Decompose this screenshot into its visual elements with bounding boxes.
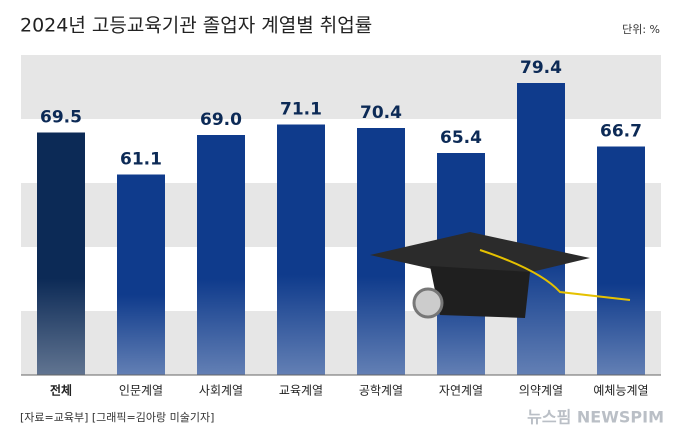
- x-tick-label: 자연계열: [439, 384, 483, 398]
- value-label: 71.1: [280, 100, 322, 120]
- cap-illustration: [370, 232, 631, 319]
- chart-title: 2024년 고등교육기관 졸업자 계열별 취업률: [20, 15, 372, 37]
- x-tick-label: 예체능계열: [593, 384, 648, 398]
- x-tick-label: 공학계열: [359, 384, 403, 398]
- bar-shade: [597, 146, 645, 375]
- x-tick-label: 의약계열: [519, 383, 563, 398]
- value-label: 79.4: [520, 58, 562, 78]
- bar-shade: [117, 174, 165, 375]
- bar-shade: [197, 135, 245, 375]
- unit-label: 단위: %: [622, 23, 660, 36]
- value-label: 65.4: [440, 128, 482, 148]
- bar-shade: [517, 83, 565, 375]
- value-label: 61.1: [120, 150, 162, 170]
- bar-shade: [277, 124, 325, 375]
- source: [자료=교육부] [그래픽=김아랑 미술기자]: [20, 411, 214, 424]
- x-tick-label: 사회계열: [199, 384, 243, 398]
- value-label: 66.7: [600, 122, 642, 142]
- value-label: 69.5: [40, 108, 82, 128]
- x-tick-label: 전체: [50, 383, 72, 398]
- value-label: 70.4: [360, 103, 402, 123]
- x-tick-label: 교육계열: [279, 384, 323, 398]
- watermark: 뉴스핌 NEWSPIM: [527, 408, 664, 427]
- x-tick-label: 인문계열: [119, 384, 163, 398]
- bar-shade: [37, 132, 85, 375]
- value-label: 69.0: [200, 110, 242, 130]
